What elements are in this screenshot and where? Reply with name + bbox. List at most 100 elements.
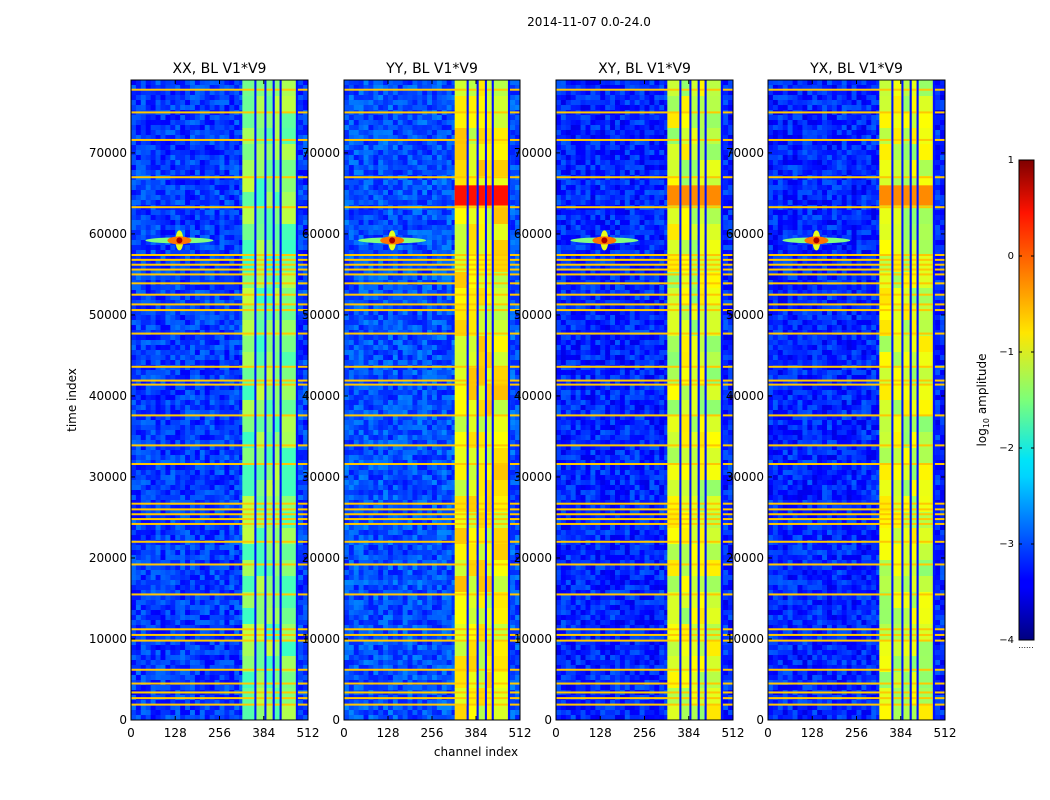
heat-cell (131, 200, 137, 206)
heat-cell (303, 520, 309, 526)
heat-cell (194, 565, 201, 571)
heat-cell (165, 395, 171, 401)
heat-cell (219, 340, 225, 346)
heat-cell (234, 535, 240, 541)
heat-cell (219, 200, 225, 206)
heat-cell (175, 130, 181, 136)
heat-cell (199, 470, 206, 476)
heat-cell (234, 420, 240, 426)
heat-cell (135, 455, 142, 461)
heat-cell (180, 675, 186, 681)
band-segment (255, 704, 265, 721)
heat-cell (234, 550, 240, 556)
heat-cell (234, 635, 240, 641)
band-segment (242, 544, 255, 561)
heat-cell (140, 235, 147, 241)
heat-cell (145, 580, 152, 586)
heat-cell (303, 230, 309, 236)
heat-cell (190, 80, 196, 86)
heat-cell (160, 675, 166, 681)
heat-cell (175, 515, 181, 521)
heat-cell (298, 290, 304, 296)
heat-cell (239, 470, 245, 476)
heat-cell (303, 435, 309, 441)
band-segment (255, 224, 265, 241)
heat-cell (165, 165, 171, 171)
heat-cell (180, 505, 186, 511)
heat-cell (165, 505, 171, 511)
heat-cell (219, 170, 225, 176)
heat-cell (185, 705, 191, 711)
heat-cell (298, 115, 304, 121)
heat-cell (150, 555, 156, 561)
heat-cell (180, 100, 186, 106)
heat-cell (344, 155, 350, 161)
heat-cell (155, 450, 161, 456)
heat-cell (214, 495, 220, 501)
heat-cell (180, 105, 186, 111)
heat-cell (180, 615, 186, 621)
heat-cell (170, 660, 176, 666)
heat-cell (190, 345, 196, 351)
heat-cell (214, 360, 220, 366)
heat-cell (219, 165, 225, 171)
heat-cell (194, 290, 201, 296)
heat-cell (204, 300, 211, 306)
heat-cell (214, 485, 220, 491)
heat-cell (165, 475, 171, 481)
heat-cell (219, 480, 225, 486)
heat-cell (170, 350, 176, 356)
heat-cell (170, 595, 176, 601)
band-segment (242, 160, 255, 177)
heat-cell (170, 490, 176, 496)
heat-cell (185, 440, 191, 446)
heat-cell (303, 185, 309, 191)
heat-cell (131, 675, 137, 681)
heat-cell (344, 170, 350, 176)
heat-cell (140, 375, 147, 381)
heat-cell (175, 335, 181, 341)
heat-cell (194, 625, 201, 631)
heat-cell (204, 240, 211, 246)
heat-cell (140, 195, 147, 201)
heat-cell (224, 410, 230, 416)
heat-cell (150, 165, 156, 171)
heat-cell (194, 360, 201, 366)
heat-cell (214, 465, 220, 471)
band-segment (265, 288, 273, 305)
heat-cell (224, 610, 230, 616)
heat-cell (239, 625, 245, 631)
heat-cell (219, 85, 225, 91)
heat-cell (234, 625, 240, 631)
heat-cell (303, 310, 309, 316)
heat-cell (145, 235, 152, 241)
heat-cell (199, 505, 206, 511)
heat-cell (170, 520, 176, 526)
heat-cell (185, 485, 191, 491)
heat-cell (155, 430, 161, 436)
heat-cell (140, 155, 147, 161)
heat-cell (145, 425, 152, 431)
heat-cell (175, 665, 181, 671)
heat-cell (170, 510, 176, 516)
heat-cell (145, 335, 152, 341)
heat-cell (140, 310, 147, 316)
heat-cell (131, 530, 137, 536)
band-segment (255, 416, 265, 433)
heat-cell (194, 465, 201, 471)
flagged-row (131, 303, 308, 306)
heat-cell (204, 275, 211, 281)
heat-cell (204, 395, 211, 401)
heat-cell (190, 270, 196, 276)
heat-cell (209, 325, 215, 331)
heat-cell (131, 645, 137, 651)
heat-cell (140, 495, 147, 501)
heat-cell (170, 515, 176, 521)
heat-cell (165, 225, 171, 231)
heat-cell (229, 710, 235, 716)
heat-cell (234, 415, 240, 421)
heat-cell (303, 80, 309, 86)
heat-cell (135, 675, 142, 681)
heat-cell (180, 355, 186, 361)
